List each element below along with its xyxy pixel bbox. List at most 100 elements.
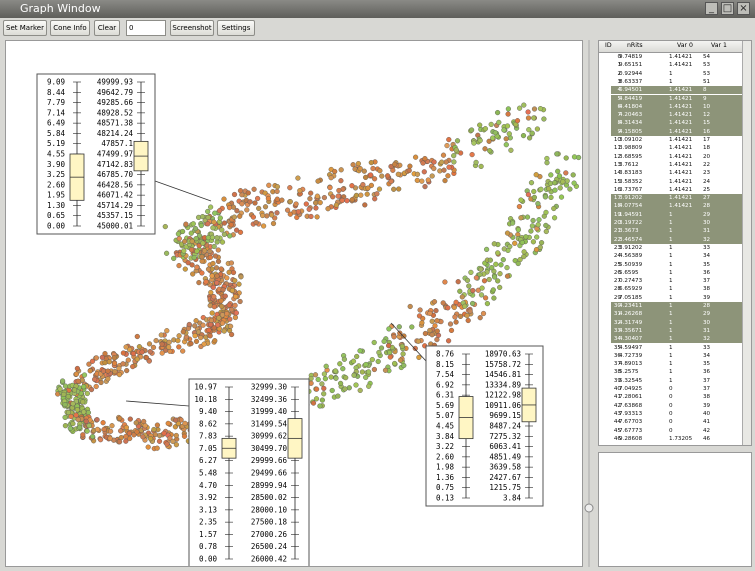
tick-label: 5.07 [436,411,454,420]
point [537,105,544,112]
table-cell: 7.67773 [619,427,643,434]
table-cell: 32 [613,319,621,326]
table-cell: 4.35671 [619,327,643,334]
point [477,122,483,128]
point [207,333,213,339]
point-cloud [55,102,582,452]
tick-label: 14546.81 [485,370,521,379]
table-cell: 4 [617,87,621,94]
point [61,391,67,398]
point [188,230,194,236]
point [551,215,558,221]
point [206,327,212,333]
table-cell: 7.28061 [619,394,643,401]
table-cell: 51 [703,78,711,85]
column-header[interactable]: Var 1 [711,42,727,49]
toolbar-button[interactable]: Screenshot [170,20,214,36]
table-cell: 3.19722 [619,220,643,226]
maximize-button[interactable]: □ [721,2,734,15]
row-highlight [611,94,742,103]
point [208,289,214,296]
point [406,167,412,174]
table-cell: 27 [703,195,711,202]
column-header[interactable]: ID [605,42,612,49]
toolbar-button[interactable]: Set Marker [3,20,47,36]
point [321,385,327,392]
point [455,279,461,285]
toolbar-button[interactable]: Settings [217,20,255,36]
column-header[interactable]: nRits [627,42,643,49]
table-cell: 33 [703,244,711,251]
row-highlight [611,310,742,319]
point [507,243,513,250]
spin-box[interactable]: 0 [126,20,166,36]
tick-label: 3.92 [199,493,217,502]
point [414,177,420,184]
point [498,262,504,268]
point [372,196,378,202]
point [518,197,524,203]
point [109,423,115,429]
point [287,185,293,191]
table-cell: 19 [613,211,621,218]
point [571,154,578,160]
point [219,239,226,245]
point [504,123,511,129]
table-cell: 1 [669,228,673,235]
tick-label: 4851.49 [489,452,521,461]
point [482,146,488,152]
tick-label: 12122.98 [485,391,522,400]
point [312,372,319,378]
point [427,310,433,317]
splitter-handle[interactable] [584,503,594,513]
point [379,173,385,179]
table-cell: 3.46574 [619,236,643,243]
table-cell: 1 [669,286,673,293]
point [533,247,540,253]
point [315,376,321,383]
point [164,250,170,256]
point [531,194,538,201]
point [211,219,217,225]
table-cell: 0 [669,402,673,409]
point [501,246,507,252]
point [165,420,171,427]
tick-label: 47142.83 [97,160,133,169]
toolbar-button[interactable]: Clear [94,20,120,36]
point [319,397,326,403]
point [523,234,529,240]
table-cell: 29 [703,211,711,218]
point [524,214,531,220]
close-button[interactable]: × [737,2,750,15]
point [529,223,536,229]
point [216,315,222,321]
point [512,240,518,246]
toolbar-button[interactable]: Cone Info [50,20,90,36]
table-cell: 41 [703,419,711,426]
scrollbar[interactable] [742,41,751,445]
point [117,415,123,421]
point [237,188,244,194]
table-cell: 18 [613,203,621,210]
splitter[interactable] [583,40,595,567]
point [516,105,523,111]
table-cell: 45 [613,427,621,434]
point [192,323,198,329]
table-cell: 4.31749 [619,319,643,326]
tick-label: 32499.36 [251,395,288,404]
minimize-button[interactable]: _ [705,2,718,15]
point [510,220,516,226]
point [538,240,545,246]
point [366,369,372,375]
point [269,212,275,218]
point [478,163,484,170]
tick-label: 49642.79 [97,88,133,97]
point [431,159,437,165]
column-header[interactable]: Var 0 [677,42,693,49]
tick-label: 0.78 [199,542,218,551]
table-cell: 6.65929 [619,286,643,293]
point [231,214,238,220]
graph-canvas[interactable]: 9.09 8.44 7.79 7.14 6.49 5.84 5.19 4.55 3.90 3.25… [5,40,583,568]
point [371,366,378,373]
point [188,341,194,347]
